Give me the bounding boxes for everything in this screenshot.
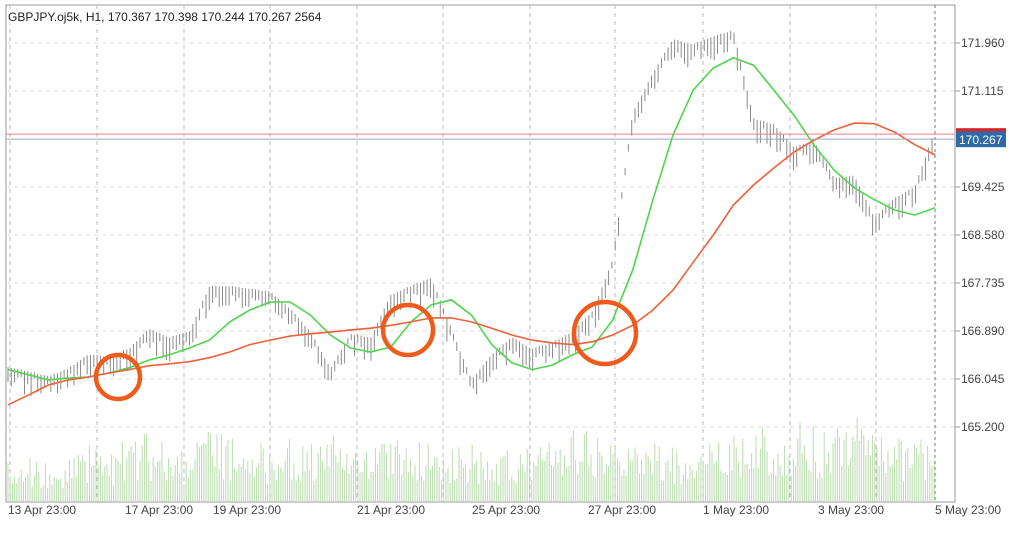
x-tick-label: 17 Apr 23:00	[125, 503, 193, 517]
y-tick-label: 171.960	[961, 36, 1005, 50]
y-tick-label: 168.580	[961, 228, 1005, 242]
annotation-circle	[571, 299, 639, 367]
annotation-circle	[380, 302, 436, 358]
x-tick-label: 1 May 23:00	[703, 503, 769, 517]
y-tick-label: 166.890	[961, 324, 1005, 338]
y-tick-label: 166.045	[961, 372, 1005, 386]
x-tick-label: 5 May 23:00	[935, 503, 1001, 517]
annotation-circle	[93, 352, 143, 402]
plot-area	[5, 4, 956, 503]
y-tick-label: 171.115	[961, 84, 1004, 98]
slow-ma-line	[7, 122, 936, 406]
x-tick-label: 25 Apr 23:00	[472, 503, 540, 517]
current-price-label: 170.267	[959, 133, 1003, 147]
x-tick-label: 19 Apr 23:00	[213, 503, 281, 517]
chart-title: GBPJPY.oj5k, H1, 170.367 170.398 170.244…	[8, 10, 322, 24]
y-tick-label: 169.425	[961, 180, 1005, 194]
fast-ma-line	[7, 56, 936, 381]
x-tick-label: 3 May 23:00	[818, 503, 884, 517]
bid-price-label-box	[956, 131, 1006, 148]
x-tick-label: 27 Apr 23:00	[588, 503, 656, 517]
x-tick-label: 21 Apr 23:00	[357, 503, 425, 517]
y-tick-label: 167.735	[961, 276, 1005, 290]
x-tick-label: 13 Apr 23:00	[8, 503, 76, 517]
y-tick-label: 165.200	[961, 420, 1005, 434]
